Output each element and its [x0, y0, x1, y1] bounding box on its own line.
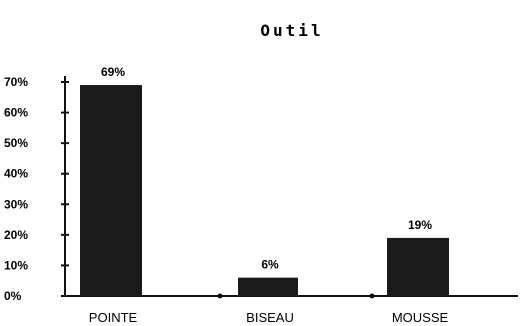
bar-mousse	[387, 237, 449, 296]
y-tick-label: 0%	[4, 289, 22, 303]
chart-title: Outil	[260, 21, 323, 40]
x-category-divider	[369, 293, 375, 299]
x-category-label: BISEAU	[246, 310, 294, 325]
x-category-label: MOUSSE	[392, 310, 449, 325]
data-label: 69%	[101, 65, 125, 79]
x-category-divider	[217, 293, 223, 299]
bar-pointe	[80, 85, 142, 296]
y-tick-label: 50%	[4, 136, 28, 150]
data-label: 6%	[261, 258, 279, 272]
y-tick-label: 20%	[4, 228, 28, 242]
y-tick-label: 60%	[4, 106, 28, 120]
bar-biseau	[238, 277, 298, 296]
x-category-label: POINTE	[89, 310, 138, 325]
y-tick-label: 10%	[4, 258, 28, 272]
y-tick-label: 70%	[4, 75, 28, 89]
bars: 69% 6% 19%	[80, 65, 449, 296]
data-label: 19%	[408, 218, 432, 232]
y-tick-label: 40%	[4, 167, 28, 181]
y-tick-label: 30%	[4, 197, 28, 211]
axes: 0% 10% 20% 30% 40% 50% 60% 70% POINTE BISEAU MOUSS…	[4, 75, 518, 325]
